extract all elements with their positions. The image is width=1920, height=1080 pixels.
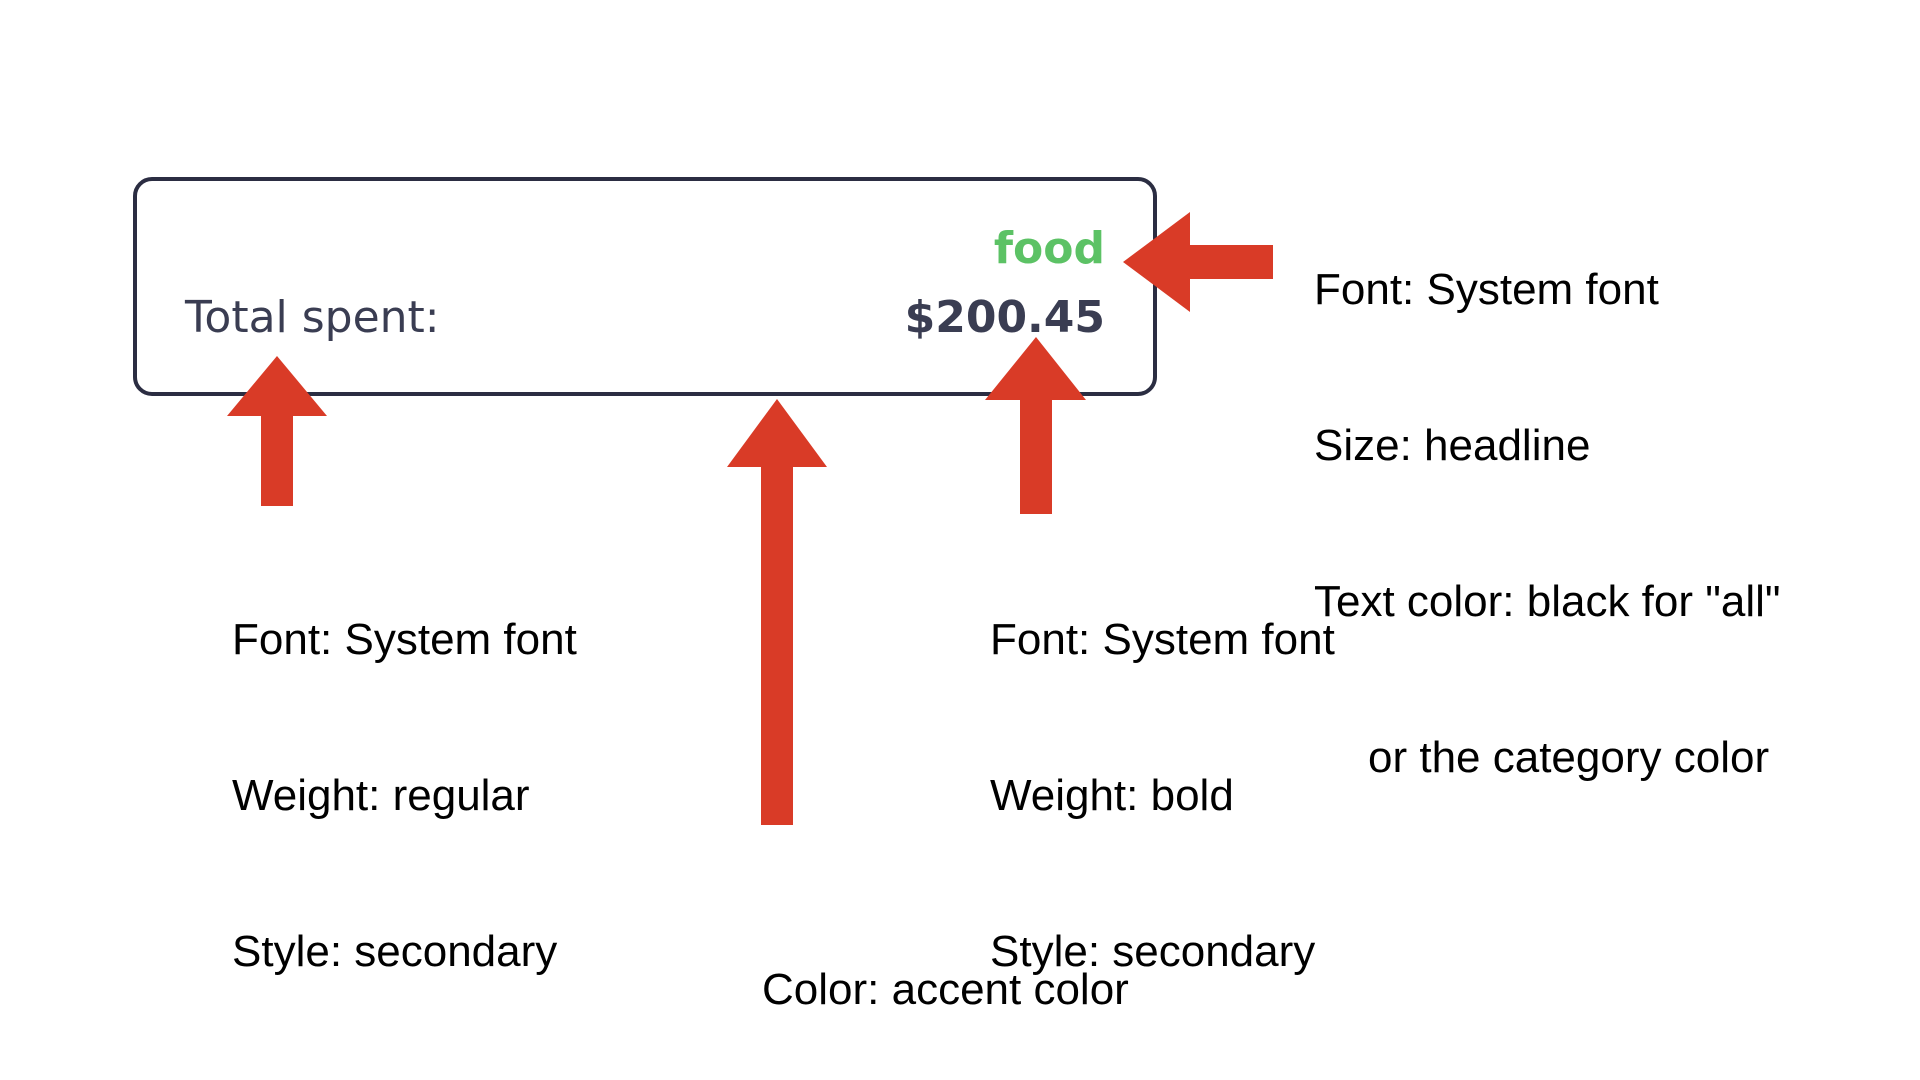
annotation-line: Color: accent color [762, 965, 1129, 1014]
total-amount-annotation: Font: System font Weight: bold Style: se… [990, 510, 1430, 1080]
annotation-line: Text color: black for "all" [1314, 577, 1781, 626]
total-spent-label: Total spent: [185, 292, 440, 343]
annotation-line: Style: secondary [990, 927, 1316, 976]
annotation-line: Weight: bold [990, 771, 1234, 820]
card-border-annotation: Color: accent color Line width: 2.0 Roun… [762, 860, 1163, 1080]
total-label-annotation: Font: System font Weight: regular Style:… [232, 510, 672, 1080]
annotation-line: Style: secondary [232, 927, 558, 976]
category-annotation: Font: System font Size: headline Text co… [1314, 160, 1781, 888]
arrow-to-card-border [727, 399, 827, 825]
annotation-line: Size: headline [1314, 421, 1591, 470]
category-label: food [993, 223, 1105, 274]
annotation-line: Font: System font [232, 615, 577, 664]
total-spent-card: food Total spent: $200.45 [133, 177, 1157, 396]
annotation-line: Font: System font [990, 615, 1335, 664]
annotation-line: or the category color [1368, 733, 1770, 782]
total-amount: $200.45 [904, 292, 1105, 343]
annotation-line: Weight: regular [232, 771, 530, 820]
annotation-line: Font: System font [1314, 265, 1659, 314]
